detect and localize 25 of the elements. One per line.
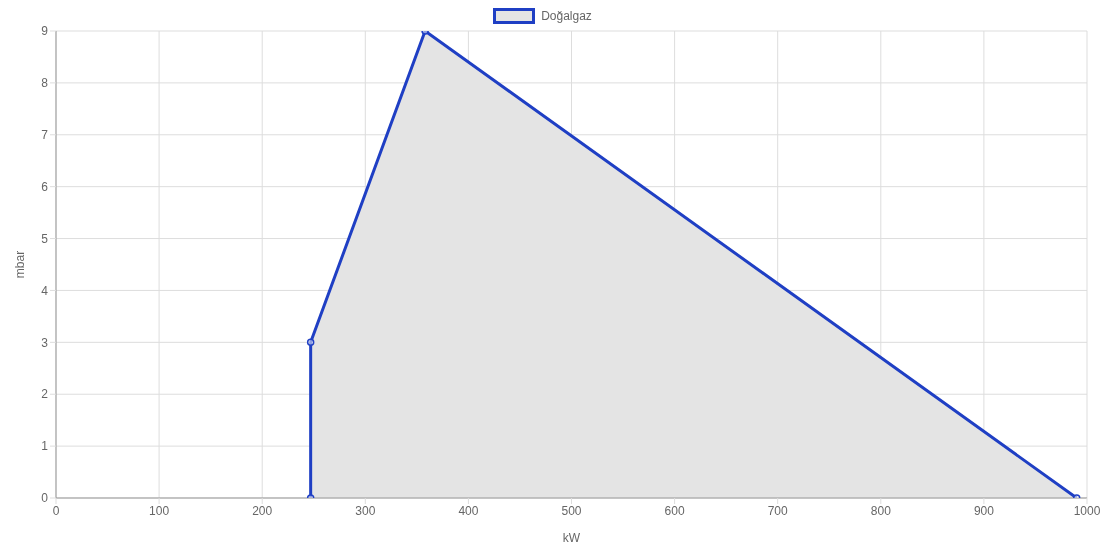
x-tick-label: 500 [561, 503, 582, 518]
y-tick-label: 9 [41, 24, 49, 39]
x-tick-label: 0 [52, 503, 60, 518]
x-tick-label: 1000 [1073, 503, 1101, 518]
y-tick-label: 7 [41, 128, 49, 143]
y-axis-title: mbar [13, 250, 28, 279]
y-tick-label: 6 [41, 179, 49, 194]
x-tick-label: 100 [149, 503, 170, 518]
y-tick-label: 5 [41, 231, 49, 246]
point [306, 338, 315, 347]
legend-label: Doğalgaz [541, 9, 592, 23]
x-tick-label: 800 [870, 503, 892, 518]
y-tick-label: 0 [41, 491, 49, 506]
y-tick-label: 4 [41, 283, 49, 298]
x-axis-title: kW [562, 531, 581, 545]
y-tick-label: 3 [41, 335, 49, 350]
x-tick-label: 900 [973, 503, 995, 518]
y-tick-label: 8 [41, 76, 49, 91]
x-tick-label: 700 [767, 503, 789, 518]
y-tick-label: 1 [41, 439, 49, 454]
x-tick-label: 400 [458, 503, 479, 518]
x-tick-label: 200 [252, 503, 273, 518]
x-tick-label: 600 [664, 503, 685, 518]
y-tick-label: 2 [41, 387, 49, 402]
x-tick-label: 300 [355, 503, 376, 518]
